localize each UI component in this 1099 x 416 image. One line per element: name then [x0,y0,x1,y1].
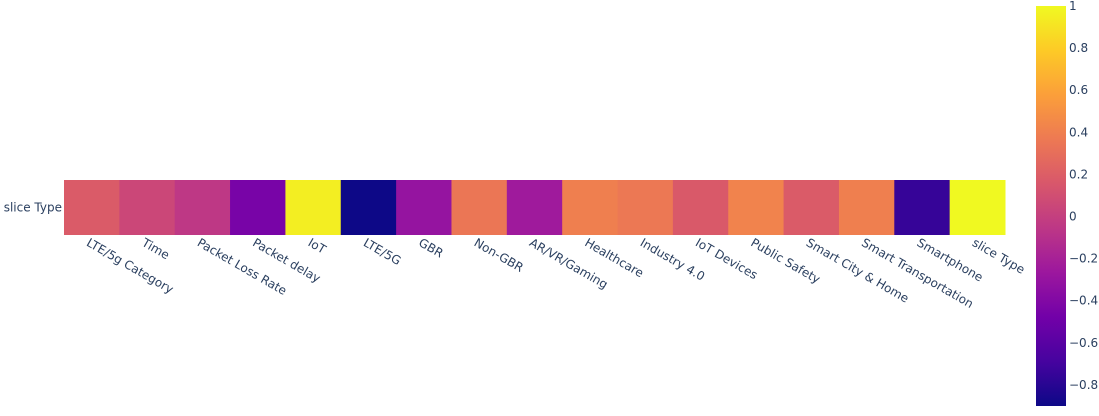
colorbar-tick-label: −0.8 [1069,378,1098,392]
x-tick-label: Non-GBR [472,235,526,274]
colorbar-ticks: 1 0.8 0.6 0.4 0.2 0 −0.2 −0.4 −0.6 −0.8 [1069,0,1098,392]
heatmap-cell [119,180,176,235]
heatmap-cell [562,180,619,235]
colorbar-tick-label: 0.6 [1069,83,1088,97]
colorbar-tick-label: 0 [1069,210,1077,224]
heatmap-cell [451,180,508,235]
x-tick-label: Time [139,235,172,262]
colorbar-tick-label: −0.6 [1069,336,1098,350]
heatmap-cell [230,180,286,235]
heatmap-cell [949,180,1006,235]
heatmap-cell [838,180,895,235]
heatmap-cell [506,180,563,235]
heatmap-cell [894,180,951,235]
heatmap-cell [174,180,231,235]
heatmap-cell [396,180,452,235]
colorbar-tick-label: −0.4 [1069,294,1098,308]
x-tick-label: IoT [306,235,329,257]
y-axis: slice Type [4,201,62,215]
x-tick-label: GBR [416,235,445,260]
heatmap-cell [285,180,342,235]
heatmap-cell [728,180,785,235]
heatmap-cell [783,180,840,235]
y-tick-label: slice Type [4,201,62,215]
colorbar-tick-label: 0.2 [1069,167,1088,181]
colorbar-tick-label: 0.4 [1069,125,1088,139]
heatmap-cell [617,180,674,235]
x-tick-label: Smart City & Home [804,235,912,305]
heatmap-cell [672,180,729,235]
colorbar: 1 0.8 0.6 0.4 0.2 0 −0.2 −0.4 −0.6 −0.8 [1036,0,1098,406]
x-tick-label: LTE/5G [361,235,403,268]
colorbar-tick-label: 0.8 [1069,41,1088,55]
heatmap-cells [64,180,1006,235]
heatmap-cell [340,180,397,235]
colorbar-tick-label: 1 [1069,0,1077,13]
colorbar-tick-label: −0.2 [1069,252,1098,266]
colorbar-gradient [1036,6,1066,406]
heatmap-cell [64,180,120,235]
